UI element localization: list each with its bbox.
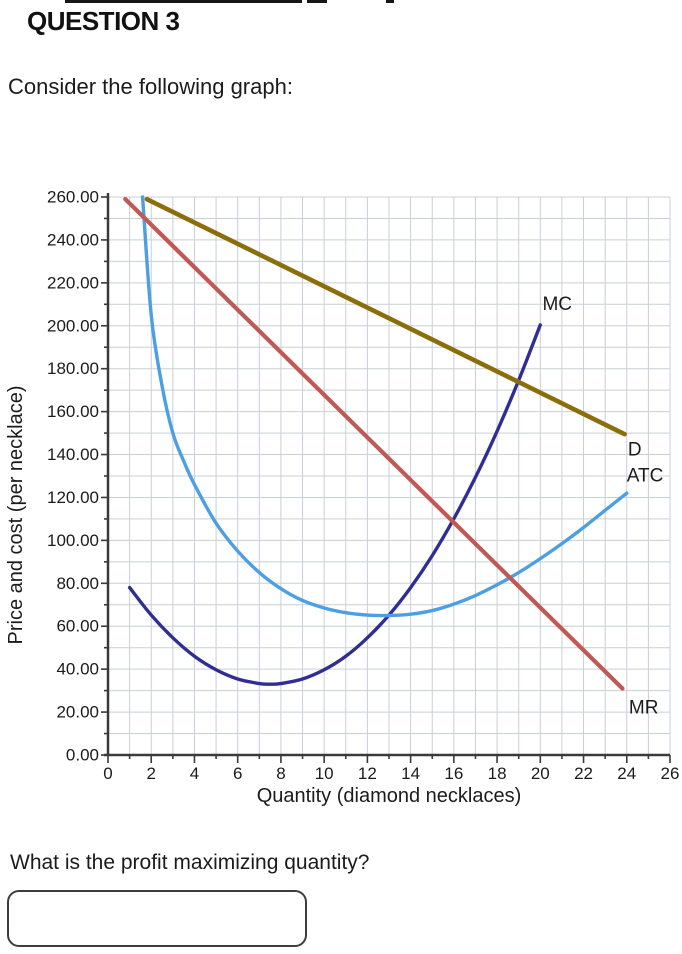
grid-lines [108,196,671,755]
x-tick-label: 20 [531,764,550,783]
curve-mr [123,197,625,691]
y-tick-label: 40.00 [56,660,99,679]
x-tick-label: 10 [315,764,334,783]
economics-graph: 0 2 4 6 8 10 12 14 16 18 20 22 24 260.0020.0040.0060.… [5,188,679,808]
curve-atc [140,195,629,618]
y-tick-label: 100.00 [47,531,99,550]
y-axis-title: Price and cost (per necklace) [5,385,27,644]
y-tick-label: 60.00 [56,617,99,636]
y-tick-label: 120.00 [47,488,99,507]
y-tick-label: 0.00 [66,746,99,765]
clipped-content-sliver [65,0,302,3]
y-tick-label: 200.00 [47,316,99,335]
clipped-content-sliver [386,0,394,3]
y-tick-label: 180.00 [47,359,99,378]
curve-d [144,196,627,437]
intro-text: Consider the following graph: [8,74,293,99]
question-title: QUESTION 3 [27,6,180,36]
y-tick-label: 220.00 [47,273,99,292]
x-tick-label: 16 [444,764,463,783]
x-tick-label: 6 [233,764,242,783]
x-tick-label: 0 [103,764,112,783]
y-tick-label: 260.00 [47,188,99,207]
x-tick-label: 22 [574,764,593,783]
clipped-content-sliver [307,0,327,3]
answer-input[interactable] [7,890,307,947]
x-tick-label: 26 [661,764,680,783]
tick-labels: 0 2 4 6 8 10 12 14 16 18 20 22 24 260.0020.0040.0060.… [47,188,679,784]
curve-label-d: D [628,440,642,461]
curve-labels: MC D ATC MR [542,294,663,718]
x-tick-label: 18 [488,764,507,783]
curves [123,195,629,691]
curve-label-mc: MC [542,294,572,315]
y-tick-label: 140.00 [47,445,99,464]
x-tick-label: 4 [190,764,199,783]
curve-label-atc: ATC [627,466,664,487]
y-tick-label: 80.00 [56,574,99,593]
curve-label-mr: MR [629,697,659,718]
x-axis-title: Quantity (diamond necklaces) [257,785,522,807]
x-tick-label: 24 [617,764,636,783]
x-tick-label: 14 [401,764,420,783]
axes [101,193,671,763]
x-tick-label: 8 [276,764,285,783]
question-text: What is the profit maximizing quantity? [10,851,370,874]
y-tick-label: 240.00 [47,230,99,249]
x-tick-label: 2 [146,764,155,783]
x-tick-label: 12 [358,764,377,783]
y-tick-label: 20.00 [56,703,99,722]
y-tick-label: 160.00 [47,402,99,421]
curve-mc [127,323,543,686]
